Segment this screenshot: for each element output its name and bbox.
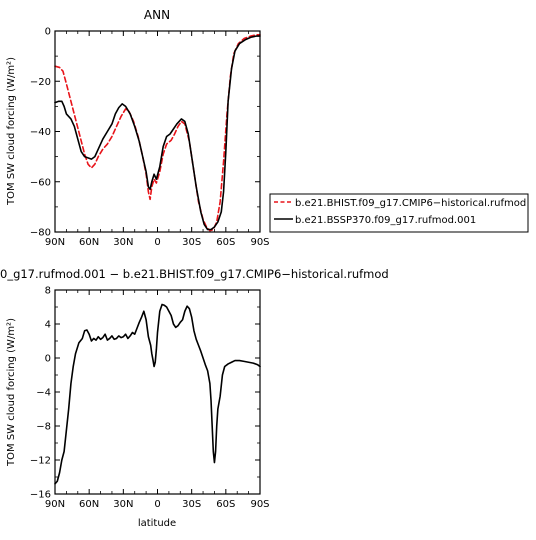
bottom-y-tick-label: 8 [45,286,51,297]
legend-label-historical: b.e21.BHIST.f09_g17.CMIP6−historical.ruf… [295,198,526,209]
top-series-line-0 [54,33,261,232]
top-panel: ANN TOM SW cloud forcing (W/m²) 90N 60N 30… [6,8,270,248]
bottom-ticks: 90N 60N 30N 0 30S 60S 90S 8 4 0 −4 −8 −12 −16 [30,286,270,511]
top-x-tick-label: 90S [250,237,269,248]
bottom-x-tick-label: 90N [45,499,65,510]
bottom-plot-frame [54,289,261,495]
bottom-x-tick-label: 30N [113,499,133,510]
top-y-tick-label: −40 [30,127,51,138]
bottom-y-axis-label: TOM SW cloud forcing (W/m²) [6,318,17,467]
top-y-tick-label: −60 [30,177,51,188]
top-data-lines [54,33,261,232]
legend-box [269,193,529,233]
top-x-tick-label: 30N [113,237,133,248]
bottom-x-axis-label: latitude [138,518,176,529]
top-y-axis-label: TOM SW cloud forcing (W/m²) [6,57,17,206]
legend-label-ssp370: b.e21.BSSP370.f09_g17.rufmod.001 [295,215,476,226]
bottom-y-tick-label: 0 [45,354,51,365]
top-y-tick-label: −80 [30,228,51,239]
top-ticks: 90N 60N 30N 0 30S 60S 90S 0 −20 −40 −60 −80 [30,27,270,249]
bottom-y-tick-label: −16 [30,490,51,501]
bottom-y-tick-label: −8 [36,422,51,433]
top-chart-title: ANN [144,8,170,22]
top-x-tick-label: 0 [154,237,160,248]
top-y-tick-label: 0 [45,27,51,38]
bottom-x-tick-label: 0 [154,499,160,510]
bottom-y-tick-label: −4 [36,388,51,399]
bottom-x-tick-label: 90S [250,499,269,510]
bottom-y-tick-label: −12 [30,456,51,467]
bottom-data-lines [54,303,261,485]
bottom-x-tick-label: 60N [79,499,99,510]
bottom-chart-title: 0_g17.rufmod.001 − b.e21.BHIST.f09_g17.C… [0,267,389,281]
top-y-tick-label: −20 [30,77,51,88]
top-x-tick-label: 90N [45,237,65,248]
bottom-series-line-0 [54,303,261,485]
top-x-tick-label: 60S [216,237,235,248]
top-series-line-1 [54,35,261,231]
bottom-y-tick-label: 4 [45,320,51,331]
top-x-tick-label: 60N [79,237,99,248]
bottom-panel: 0_g17.rufmod.001 − b.e21.BHIST.f09_g17.C… [0,267,389,529]
bottom-x-tick-label: 60S [216,499,235,510]
top-x-tick-label: 30S [182,237,201,248]
top-plot-frame [54,30,261,233]
bottom-x-tick-label: 30S [182,499,201,510]
legend: b.e21.BHIST.f09_g17.CMIP6−historical.ruf… [269,193,529,233]
